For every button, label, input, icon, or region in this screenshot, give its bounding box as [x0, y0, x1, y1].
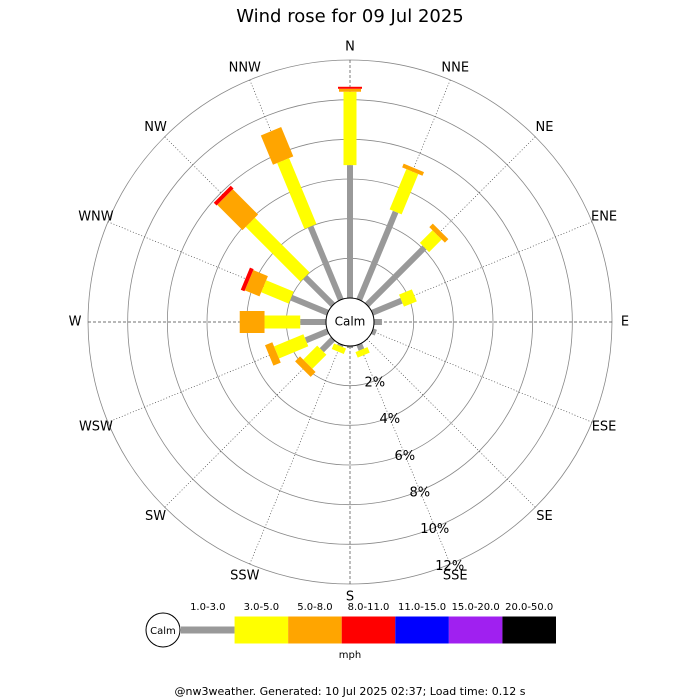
bar-segment	[402, 163, 424, 176]
bar-segment	[429, 223, 449, 243]
bar-segment	[347, 346, 353, 348]
direction-label: SW	[145, 509, 166, 524]
bar-segment	[331, 343, 347, 354]
bar-segment	[264, 342, 281, 366]
direction-line	[358, 344, 451, 565]
bar-segment	[337, 343, 344, 348]
chart-title: Wind rose for 09 Jul 2025	[236, 6, 464, 27]
r-tick-label: 6%	[394, 449, 415, 464]
legend-swatch	[395, 616, 449, 644]
bar-segment	[347, 165, 353, 298]
bar-segment	[260, 127, 294, 165]
legend-calm-label: Calm	[150, 626, 176, 637]
bar-segment	[300, 319, 327, 325]
direction-line	[366, 338, 536, 508]
bar-segment	[261, 280, 294, 304]
bar-segment	[371, 297, 403, 316]
legend-label: 3.0-5.0	[244, 602, 279, 613]
legend-label: 11.0-15.0	[398, 602, 446, 613]
bar-segment	[304, 328, 329, 344]
bar-segment	[302, 274, 336, 308]
legend-swatch	[448, 616, 503, 644]
direction-label: NNW	[229, 60, 261, 75]
bar-segment	[213, 185, 234, 206]
bar-segment	[274, 334, 309, 359]
bar-segment	[399, 289, 417, 307]
direction-label: NNE	[441, 60, 469, 75]
calm-circle	[325, 297, 375, 347]
bar-segment	[364, 245, 427, 308]
direction-label: WSW	[79, 420, 113, 435]
r-tick-label: 10%	[420, 522, 449, 537]
direction-label: ENE	[591, 209, 617, 224]
bar-segment	[343, 91, 357, 166]
legend-swatch	[181, 626, 235, 634]
bar-segment	[244, 270, 268, 297]
direction-line	[249, 344, 342, 565]
bar-segment	[339, 88, 361, 92]
legend-label: 15.0-20.0	[452, 602, 500, 613]
r-tick-label: 8%	[409, 485, 430, 500]
direction-line	[372, 330, 593, 423]
bar-segment	[356, 210, 399, 301]
r-tick-label: 4%	[379, 412, 400, 427]
direction-label: SE	[536, 509, 552, 524]
direction-label: ESE	[592, 420, 617, 435]
direction-label: WNW	[78, 209, 114, 224]
legend-swatch	[341, 616, 396, 644]
bar-segment	[303, 345, 327, 369]
bar-segment	[389, 169, 419, 215]
bar-segment	[240, 267, 254, 292]
r-tick-label: 12%	[435, 559, 464, 574]
direction-label: SSE	[443, 569, 468, 584]
legend-label: 20.0-50.0	[505, 602, 553, 613]
legend-swatch	[288, 616, 342, 644]
bar-segment	[419, 230, 442, 253]
legend-calm	[145, 612, 181, 648]
direction-label: S	[346, 590, 354, 605]
bar-segment	[217, 189, 259, 231]
bar-segment	[264, 315, 301, 329]
direction-label: E	[621, 315, 629, 330]
direction-label: NW	[144, 120, 167, 135]
r-tick-label: 2%	[364, 375, 385, 390]
bar-segment	[319, 336, 336, 353]
bar-segment	[290, 294, 329, 316]
unit-label: mph	[339, 650, 361, 661]
legend-label: 8.0-11.0	[348, 602, 390, 613]
bar-segment	[355, 347, 370, 358]
legend-label: 1.0-3.0	[190, 602, 225, 613]
calm-label: Calm	[335, 315, 366, 329]
bar-segment	[277, 158, 317, 230]
bar-segment	[245, 217, 310, 282]
legend-label: 5.0-8.0	[297, 602, 332, 613]
direction-label: SSW	[230, 569, 260, 584]
direction-label: N	[345, 40, 355, 55]
bar-segment	[295, 356, 316, 377]
direction-label: W	[69, 315, 82, 330]
legend-swatch	[502, 616, 556, 644]
direction-label: NE	[535, 120, 553, 135]
bar-segment	[307, 225, 344, 301]
bar-segment	[373, 319, 382, 325]
legend-swatch	[234, 616, 289, 644]
bar-segment	[338, 86, 362, 89]
bar-segment	[239, 311, 265, 333]
bar-segment	[371, 328, 377, 336]
footer: @nw3weather. Generated: 10 Jul 2025 02:3…	[175, 685, 526, 698]
